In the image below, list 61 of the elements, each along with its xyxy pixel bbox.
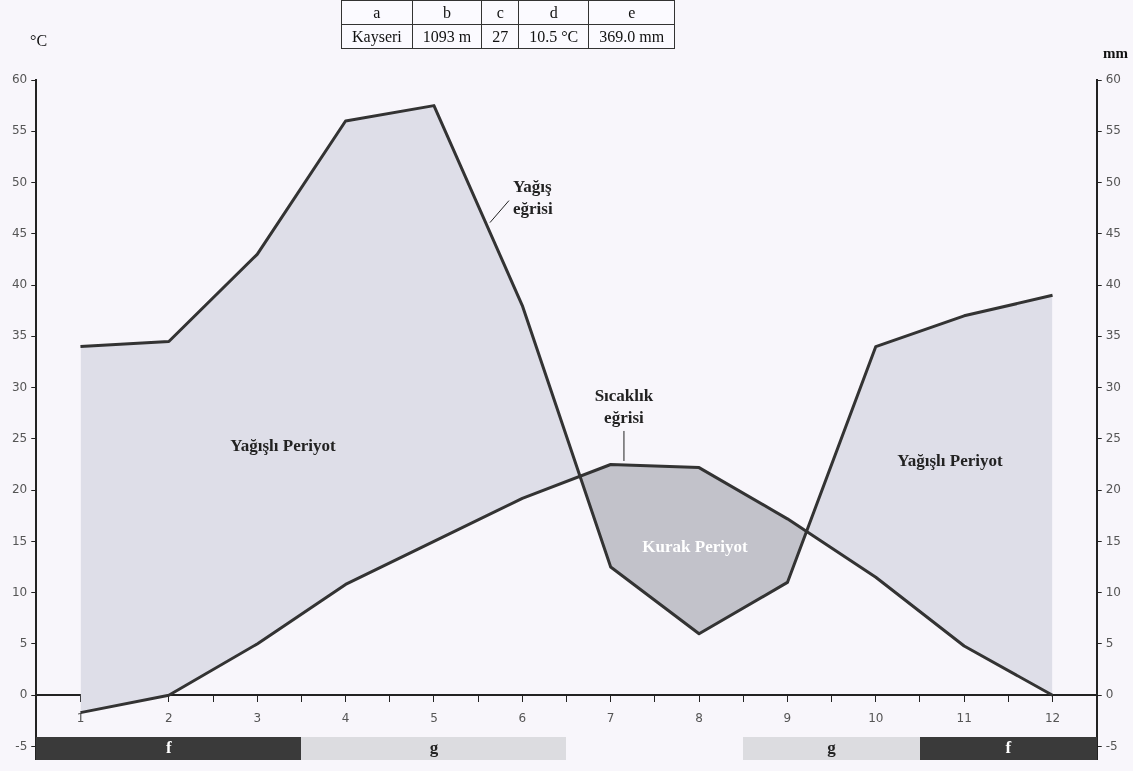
label-strip: g xyxy=(301,736,567,760)
y-tick-label: 0 xyxy=(19,687,28,702)
x-tick-label: 7 xyxy=(606,710,615,725)
y2-tick-label: 5 xyxy=(1105,636,1114,651)
x-tick-label: 2 xyxy=(165,710,173,725)
annotation: Yağışlı Periyot xyxy=(230,436,336,456)
text: 27 xyxy=(481,24,519,49)
y-tick-label: 25 xyxy=(11,430,28,445)
y2-tick-label: 60 xyxy=(1105,72,1122,87)
text: 369.0 mm xyxy=(588,24,675,49)
text: b xyxy=(412,0,482,25)
label-strip: f xyxy=(36,736,302,760)
y2-axis-title: mm xyxy=(1103,45,1129,62)
x-tick-label: 11 xyxy=(956,710,972,725)
y2-tick-label: 25 xyxy=(1105,430,1122,445)
text: 1093 m xyxy=(412,24,482,49)
x-tick-label: 12 xyxy=(1044,710,1061,725)
x-tick-label: 6 xyxy=(518,710,527,725)
y2-tick-label: 35 xyxy=(1105,328,1122,343)
x-tick-label: 3 xyxy=(253,710,262,725)
y2-tick-label: 40 xyxy=(1105,277,1122,292)
x-tick-label: 1 xyxy=(76,710,85,725)
y2-tick-label: 0 xyxy=(1105,687,1114,702)
y-tick-label: 55 xyxy=(11,123,28,138)
text: e xyxy=(588,0,675,25)
x-tick-label: 9 xyxy=(783,710,792,725)
y2-tick-label: 50 xyxy=(1105,174,1122,189)
y-axis-title: °C xyxy=(30,32,48,50)
text: c xyxy=(481,0,519,25)
y2-tick-label: 30 xyxy=(1105,379,1122,394)
y-tick-label: 50 xyxy=(11,174,28,189)
text: Sıcaklık eğrisi xyxy=(594,386,654,428)
x-tick-label: 8 xyxy=(695,710,703,725)
y2-tick-label: 45 xyxy=(1105,225,1122,240)
y-tick-label: 45 xyxy=(11,225,28,240)
y-tick-label: 5 xyxy=(19,636,28,651)
text: 10.5 °C xyxy=(518,24,589,49)
y-tick-label: 15 xyxy=(11,533,28,548)
x-tick-label: 10 xyxy=(868,710,884,725)
y-tick-label: 10 xyxy=(11,584,28,599)
annotation: Yağışlı Periyot xyxy=(897,451,1003,471)
y2-tick-label: 10 xyxy=(1105,584,1122,599)
text: a xyxy=(341,0,413,25)
y-tick-label: -5 xyxy=(15,738,28,753)
label-strip: g xyxy=(743,736,920,760)
text: Kayseri xyxy=(341,24,413,49)
text: d xyxy=(518,0,589,25)
y2-tick-label: 20 xyxy=(1105,482,1122,497)
x-tick-label: 5 xyxy=(430,710,438,725)
y-tick-label: 60 xyxy=(11,72,28,87)
y-tick-label: 40 xyxy=(11,277,28,292)
y-tick-label: 35 xyxy=(11,328,28,343)
y2-tick-label: 55 xyxy=(1105,123,1122,138)
y-tick-label: 20 xyxy=(11,482,28,497)
x-tick-label: 4 xyxy=(341,710,350,725)
annotation: Kurak Periyot xyxy=(642,537,748,557)
y-tick-label: 30 xyxy=(11,379,28,394)
y2-tick-label: 15 xyxy=(1105,533,1122,548)
series-label: Yağış eğrisi xyxy=(512,176,553,218)
label-strip: f xyxy=(919,736,1097,760)
y2-tick-label: -5 xyxy=(1105,738,1118,753)
